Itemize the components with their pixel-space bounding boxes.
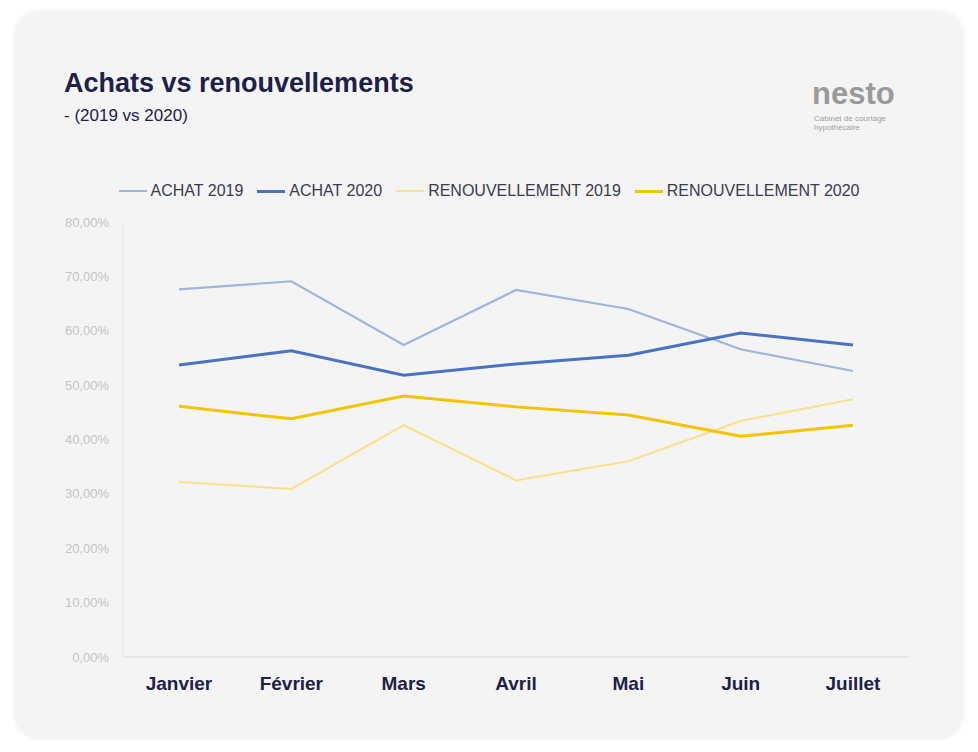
svg-text:80,00%: 80,00% — [65, 215, 110, 230]
svg-text:70,00%: 70,00% — [65, 269, 110, 284]
svg-text:20,00%: 20,00% — [65, 541, 110, 556]
html-text:Cabinet de courtage hypothécai: Cabinet de courtage hypothécaire — [814, 114, 887, 132]
svg-text:Mars: Mars — [381, 673, 425, 694]
svg-text:Juillet: Juillet — [826, 673, 882, 694]
svg-text:Juin: Juin — [721, 673, 760, 694]
svg-text:50,00%: 50,00% — [65, 378, 110, 393]
svg-text:Mai: Mai — [612, 673, 644, 694]
svg-text:30,00%: 30,00% — [65, 486, 110, 501]
svg-text:0,00%: 0,00% — [72, 650, 109, 665]
html-text:RENOUVELLEMENT 2020: RENOUVELLEMENT 2020 — [666, 182, 860, 199]
html-text:nesto: nesto — [812, 76, 895, 111]
svg-text:Janvier: Janvier — [146, 673, 213, 694]
svg-text:10,00%: 10,00% — [65, 595, 110, 610]
svg-text:Février: Février — [260, 673, 324, 694]
svg-text:Avril: Avril — [495, 673, 537, 694]
html-text:ACHAT 2020: ACHAT 2020 — [289, 182, 383, 199]
html-text:ACHAT 2019: ACHAT 2019 — [150, 182, 244, 199]
html-text:- (2019 vs 2020): - (2019 vs 2020) — [64, 106, 188, 125]
html-text:RENOUVELLEMENT 2019: RENOUVELLEMENT 2019 — [428, 182, 621, 199]
html-text:Achats vs renouvellements: Achats vs renouvellements — [64, 68, 414, 98]
svg-text:40,00%: 40,00% — [65, 432, 110, 447]
svg-text:60,00%: 60,00% — [65, 323, 110, 338]
